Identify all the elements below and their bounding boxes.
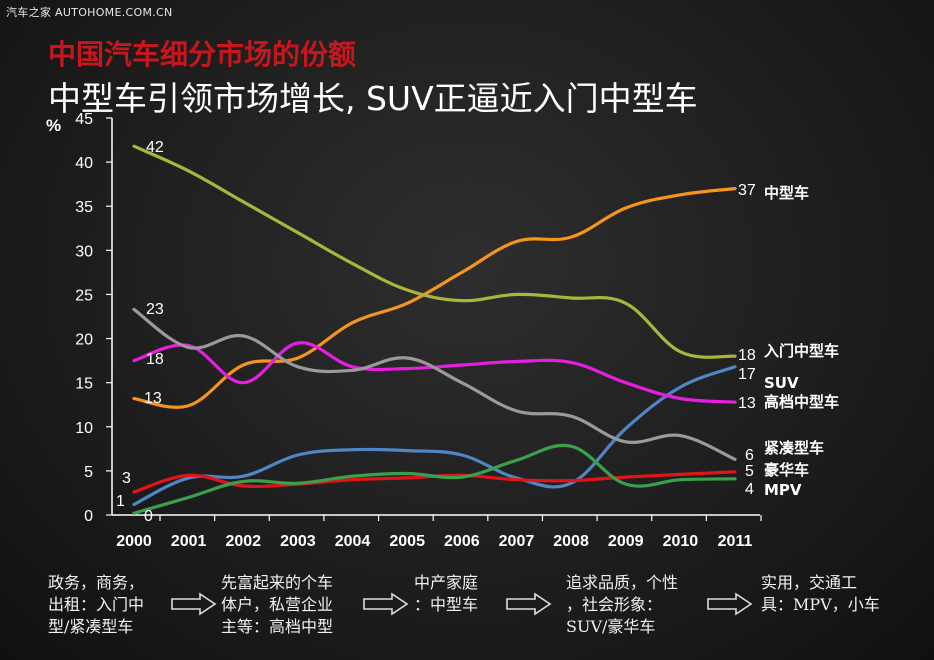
chart-title: 中国汽车细分市场的份额 xyxy=(48,38,357,71)
start-data-label: 13 xyxy=(144,390,162,407)
end-data-label: 6 xyxy=(745,447,754,464)
y-tick-label: 10 xyxy=(75,420,93,437)
series-line xyxy=(132,365,737,507)
footer-item-1: 政务，商务， 出租：入门中 型/紧凑型车 xyxy=(48,573,145,636)
end-data-label: 37 xyxy=(738,182,756,199)
end-data-label: 5 xyxy=(745,463,754,480)
watermark: 汽车之家 AUTOHOME.COM.CN xyxy=(6,6,173,19)
y-tick-label: 25 xyxy=(75,287,93,304)
y-tick-label: 15 xyxy=(75,376,93,393)
x-tick-label: 2005 xyxy=(389,533,425,550)
arrow-right-icon xyxy=(707,592,753,616)
y-tick-label: 35 xyxy=(75,199,93,216)
x-tick-label: 2009 xyxy=(608,533,644,550)
arrow-right-icon xyxy=(171,592,217,616)
arrow-right-icon xyxy=(506,592,552,616)
x-tick-label: 2001 xyxy=(171,533,207,550)
series-line xyxy=(132,307,737,461)
y-axis-label: % xyxy=(46,116,61,135)
series-line xyxy=(132,144,737,359)
series-name-label: MPV xyxy=(764,481,802,499)
start-data-label: 18 xyxy=(146,351,164,368)
x-tick-label: 2000 xyxy=(116,533,152,550)
x-tick-label: 2003 xyxy=(280,533,316,550)
arrow-right-icon xyxy=(363,592,409,616)
y-tick-label: 0 xyxy=(84,508,93,525)
series-name-label: SUV xyxy=(764,374,799,392)
series-line xyxy=(132,443,737,515)
series-line xyxy=(132,187,737,409)
y-tick-label: 30 xyxy=(75,243,93,260)
series-name-label: 紧凑型车 xyxy=(764,439,824,457)
x-tick-label: 2004 xyxy=(335,533,371,550)
start-data-label: 0 xyxy=(144,508,153,525)
series-name-label: 豪华车 xyxy=(764,461,809,479)
x-tick-label: 2006 xyxy=(444,533,480,550)
chart-subtitle: 中型车引领市场增长, SUV正逼近入门中型车 xyxy=(48,79,698,118)
footer-item-3: 中产家庭 ：中型车 xyxy=(414,573,479,614)
start-data-label: 1 xyxy=(116,493,125,510)
series-name-label: 中型车 xyxy=(764,184,809,202)
start-data-label: 23 xyxy=(146,301,164,318)
y-tick-label: 5 xyxy=(84,464,93,481)
series-name-label: 高档中型车 xyxy=(764,393,839,411)
y-tick-label: 40 xyxy=(75,155,93,172)
y-tick-label: 20 xyxy=(75,332,93,349)
x-tick-label: 2008 xyxy=(553,533,589,550)
series-line xyxy=(132,341,737,404)
end-data-label: 13 xyxy=(738,395,756,412)
series-name-label: 入门中型车 xyxy=(764,342,839,360)
end-data-label: 17 xyxy=(738,366,756,383)
start-data-label: 42 xyxy=(146,139,164,156)
footer-item-2: 先富起来的个车 体户，私营企业 主等：高档中型 xyxy=(221,573,334,636)
footer-item-5: 实用，交通工 具：MPV，小车 xyxy=(761,573,880,614)
start-data-label: 3 xyxy=(122,470,131,487)
x-tick-label: 2010 xyxy=(663,533,699,550)
x-tick-label: 2007 xyxy=(499,533,535,550)
y-tick-label: 45 xyxy=(75,111,93,128)
x-tick-label: 2002 xyxy=(225,533,261,550)
end-data-label: 4 xyxy=(745,481,754,498)
x-tick-label: 2011 xyxy=(718,533,753,550)
footer-item-4: 追求品质，个性 ，社会形象： SUV/豪华车 xyxy=(566,573,679,636)
end-data-label: 18 xyxy=(738,347,756,364)
